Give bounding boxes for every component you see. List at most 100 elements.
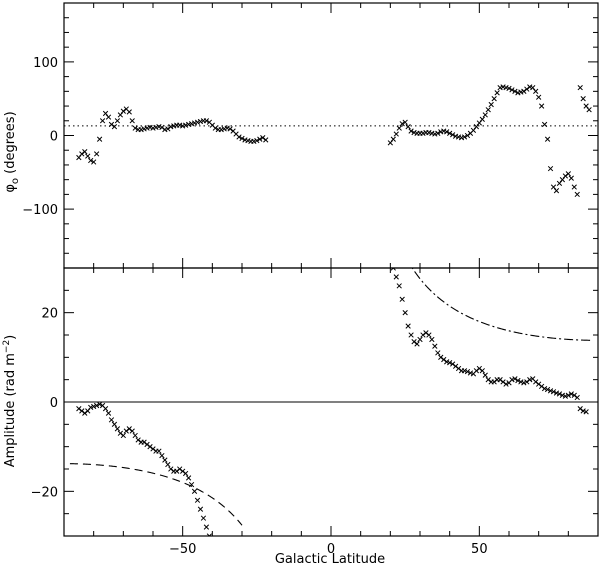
bottom-data-point [432, 343, 438, 349]
top-data-point [470, 127, 477, 134]
bottom-data-point [518, 379, 524, 385]
bottom-data-point [423, 330, 429, 336]
bottom-panel: −20 0 20 −50 0 50 [31, 267, 599, 557]
bottom-data-point [88, 404, 94, 411]
bottom-data-point [491, 379, 497, 385]
bottom-data-point [447, 360, 453, 366]
top-data-point [402, 119, 408, 125]
bottom-data-point [515, 377, 521, 384]
bottom-data-point [165, 461, 171, 468]
bottom-data-point [559, 392, 566, 398]
top-data-point [117, 112, 124, 118]
bottom-data [69, 268, 593, 536]
top-data-point [405, 124, 411, 130]
top-data-point [562, 173, 569, 179]
bottom-data-point [438, 354, 444, 360]
top-y-axis-label-main: φ [3, 184, 18, 193]
bottom-data-point [426, 332, 432, 338]
top-data-point [85, 153, 91, 159]
top-data-point [449, 132, 456, 138]
bottom-data-point [159, 452, 165, 459]
bottom-data-point [414, 341, 420, 347]
top-data-point [79, 151, 85, 157]
top-data-point [129, 118, 135, 124]
top-data-point [82, 149, 88, 155]
top-data-point [393, 131, 399, 137]
top-data-point [565, 171, 571, 177]
top-data-point [482, 112, 488, 118]
top-data-point [547, 165, 554, 172]
bottom-data-point [135, 437, 141, 443]
bottom-data-point [91, 403, 97, 410]
top-data-point [212, 125, 218, 131]
bottom-data-point [156, 448, 162, 454]
top-data-point [512, 88, 518, 94]
top-data-point [476, 120, 482, 126]
bottom-data-point [129, 428, 135, 434]
bottom-data-point [203, 524, 210, 530]
bottom-data-point [117, 430, 124, 436]
bottom-data-point [180, 468, 186, 474]
bottom-x-tick-label: 50 [471, 542, 488, 557]
bottom-data-point [527, 377, 533, 383]
top-data-point [491, 96, 497, 102]
bottom-y-tick-label: 20 [41, 307, 58, 322]
bottom-data-point [435, 350, 441, 356]
bottom-data-point [194, 497, 201, 503]
bottom-data-point [541, 385, 548, 392]
top-data-point [524, 86, 530, 92]
bottom-data-point [408, 332, 414, 338]
top-data-point [494, 90, 500, 96]
bottom-data-point [120, 432, 126, 439]
top-data-point [530, 84, 536, 91]
top-data-point [111, 124, 118, 130]
bottom-data-point [114, 426, 121, 432]
top-data-point [533, 88, 539, 94]
top-data-point [99, 118, 106, 124]
bottom-x-tick-label: 0 [327, 542, 335, 557]
top-data-point [165, 126, 171, 132]
bottom-data-point [550, 389, 557, 395]
bottom-data-point [191, 488, 198, 494]
bottom-data-point [577, 406, 583, 412]
bottom-y-axis-label-rest: ) [3, 335, 18, 340]
bottom-data-point [500, 379, 506, 385]
bottom-y-axis-label-main: Amplitude (rad m [3, 353, 18, 467]
top-data-point [550, 184, 557, 190]
bottom-data-point [583, 409, 589, 415]
top-data-point [506, 85, 512, 92]
bottom-fit-curve-dashed [69, 463, 243, 526]
top-data-point [544, 136, 551, 142]
top-data-point [538, 103, 545, 109]
top-y-axis-label-rest: (degrees) [3, 111, 18, 178]
bottom-y-tick-label: −20 [31, 485, 58, 500]
bottom-data-point [174, 468, 180, 474]
top-data-point [108, 121, 115, 128]
bottom-data-point [547, 388, 554, 394]
top-data-point [586, 107, 592, 113]
top-data-point [396, 125, 402, 131]
bottom-data-point [393, 274, 399, 280]
bottom-data-point [574, 394, 580, 401]
bottom-data-point [441, 356, 447, 363]
top-y-tick-label: −100 [22, 203, 58, 218]
bottom-data-point [402, 310, 408, 316]
bottom-data-point [420, 332, 426, 338]
bottom-y-tick-label: 0 [50, 396, 58, 411]
top-data-point [447, 130, 453, 136]
top-data-point [88, 157, 94, 164]
top-data-point [461, 134, 468, 140]
bottom-data-point [108, 417, 115, 423]
bottom-data-point [390, 268, 396, 271]
bottom-data-point [473, 368, 480, 374]
bottom-data-point [444, 359, 450, 365]
bottom-data-point [568, 391, 574, 397]
bottom-y-axis-label-sup: −2 [2, 340, 12, 353]
top-data-point [91, 159, 97, 165]
top-data-point [574, 191, 580, 198]
top-data-point [227, 126, 233, 132]
top-y-axis-label-sub: o [10, 178, 21, 184]
top-data-point [96, 136, 103, 142]
top-data-point [488, 101, 494, 108]
top-data-point [105, 114, 112, 120]
